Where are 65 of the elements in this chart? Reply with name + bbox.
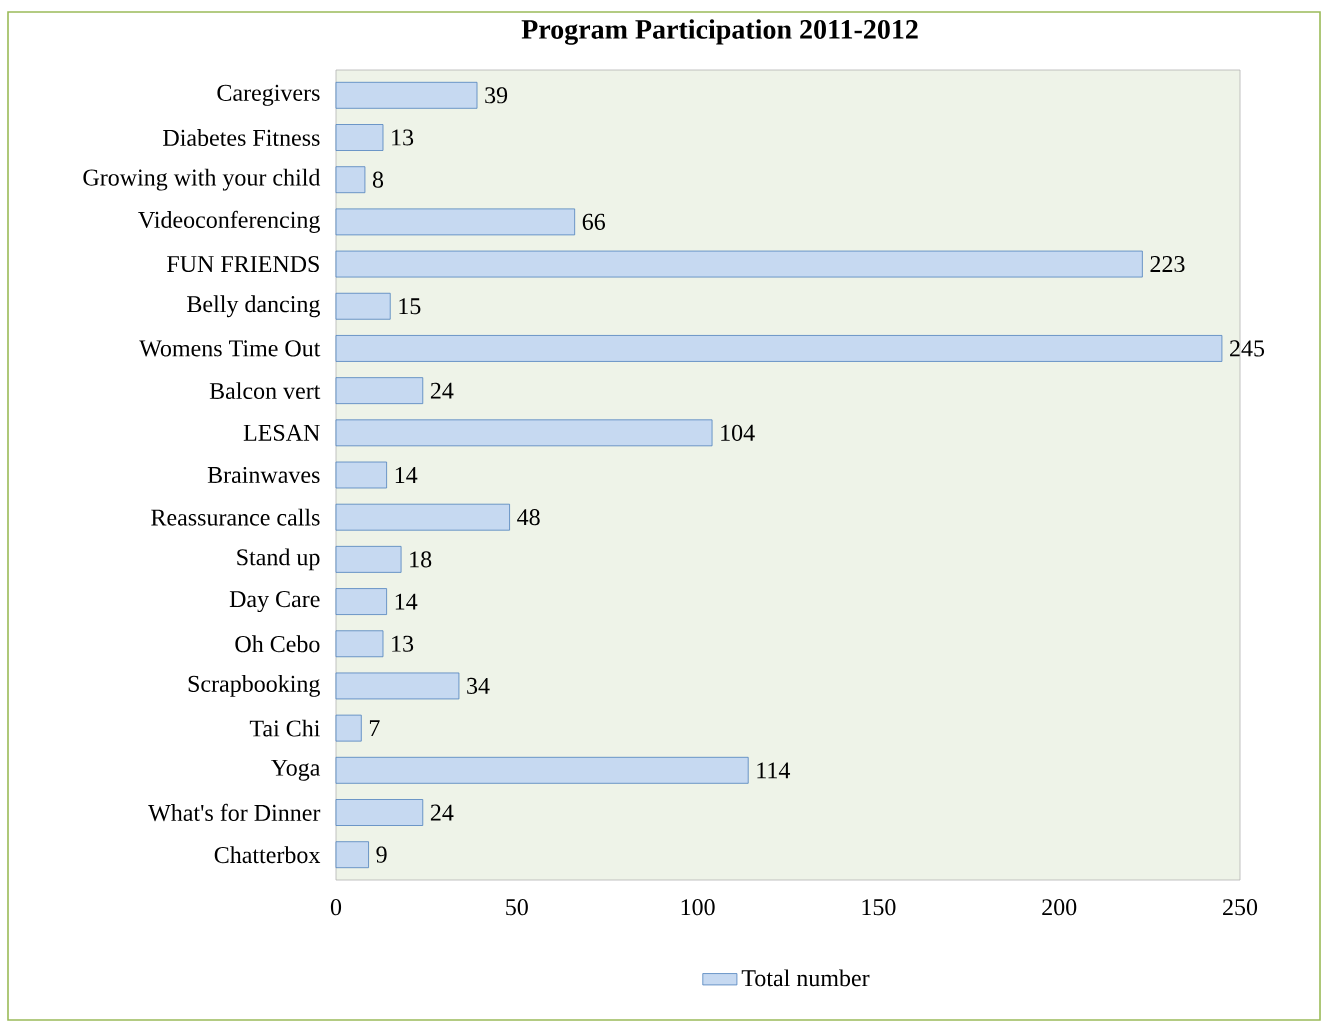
data-label: 13	[392, 129, 414, 146]
y-tick-label: FUN FRIENDS	[167, 255, 319, 273]
data-label: 24	[430, 382, 454, 399]
y-tick-label: Videoconferencing	[138, 210, 320, 233]
bar	[335, 714, 362, 742]
x-tick-label: 250	[1223, 899, 1258, 916]
x-tick-label: 100	[681, 899, 715, 916]
y-tick-label: Reassurance calls	[151, 508, 320, 526]
y-tick-label: Brainwaves	[207, 466, 320, 484]
y-tick-label: Stand up	[237, 548, 320, 571]
x-tick-label: 0	[330, 899, 342, 916]
bar	[335, 503, 510, 531]
y-tick-label: Day Care	[229, 591, 320, 613]
bar	[335, 335, 1223, 362]
data-label: 13	[392, 635, 414, 652]
bar	[335, 81, 478, 109]
data-label: 15	[399, 298, 421, 315]
bar	[335, 588, 388, 615]
data-label: 245	[1230, 340, 1265, 357]
bar	[335, 377, 424, 405]
bar	[335, 630, 384, 658]
bar	[335, 545, 402, 573]
data-label: 48	[517, 509, 540, 526]
x-tick-label: 50	[506, 899, 528, 916]
y-tick-label: Caregivers	[217, 84, 320, 106]
y-tick-label: Belly dancing	[187, 295, 320, 318]
bar	[335, 841, 369, 869]
bar	[335, 672, 460, 700]
data-label: 66	[582, 213, 606, 230]
bar	[335, 166, 366, 194]
legend-label: Total number	[741, 969, 870, 987]
data-label: 39	[485, 87, 508, 104]
y-tick-label: Scrapbooking	[188, 675, 320, 697]
y-tick-label: LESAN	[243, 424, 320, 441]
bar	[335, 250, 1143, 278]
data-label: 14	[395, 593, 418, 610]
chart-title: Program Participation 2011-2012	[521, 19, 918, 45]
data-label: 34	[467, 677, 490, 694]
y-tick-label: Yoga	[271, 759, 321, 781]
data-label: 24	[430, 804, 454, 821]
data-label: 7	[369, 720, 380, 736]
y-tick-label: Diabetes Fitness	[163, 129, 320, 146]
data-label: 9	[376, 846, 387, 863]
data-label: 104	[721, 424, 755, 441]
y-tick-label: Growing with your child	[83, 168, 321, 191]
data-label: 114	[757, 762, 791, 779]
y-tick-label: Womens Time Out	[139, 340, 321, 357]
data-label: 18	[410, 551, 432, 568]
data-label: 223	[1150, 255, 1185, 273]
bar	[335, 756, 749, 784]
bar	[335, 124, 384, 151]
data-label: 14	[395, 467, 418, 483]
y-tick-label: Balcon vert	[209, 382, 321, 400]
x-tick-label: 150	[862, 899, 896, 916]
y-tick-label: Chatterbox	[214, 846, 321, 864]
bar	[335, 292, 391, 320]
bar	[335, 208, 576, 236]
y-tick-label: What's for Dinner	[148, 803, 321, 822]
y-tick-label: Tai Chi	[249, 719, 320, 737]
data-label: 8	[372, 171, 384, 188]
y-tick-label: Oh Cebo	[235, 635, 320, 653]
x-tick-label: 200	[1042, 899, 1077, 916]
bar	[335, 461, 388, 489]
bar	[335, 799, 424, 826]
bar	[335, 419, 713, 447]
